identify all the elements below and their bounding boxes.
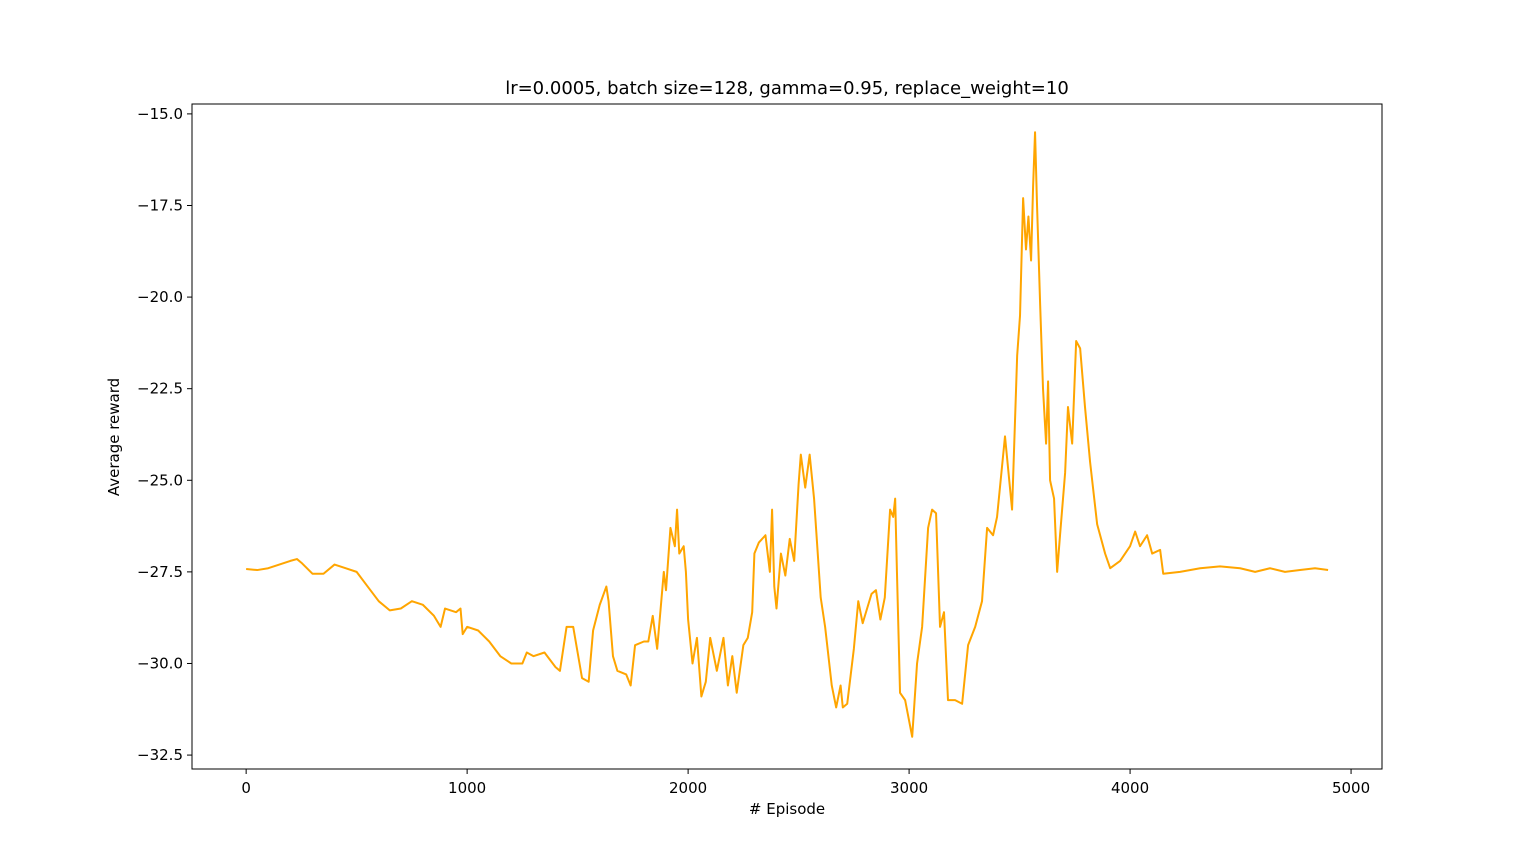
y-tick-label: −17.5	[137, 196, 183, 214]
y-tick-label: −32.5	[137, 746, 183, 764]
chart-title: lr=0.0005, batch size=128, gamma=0.95, r…	[505, 78, 1069, 99]
x-tick-label: 2000	[669, 779, 707, 797]
plot-frame	[191, 103, 1383, 770]
x-tick-label: 4000	[1111, 779, 1149, 797]
y-tick-label: −27.5	[137, 563, 183, 581]
data-line	[246, 131, 1329, 738]
y-tick-label: −15.0	[137, 105, 183, 123]
x-tick-label: 1000	[448, 779, 486, 797]
x-axis-label: # Episode	[749, 800, 825, 818]
x-tick-label: 0	[241, 779, 251, 797]
y-axis-label: Average reward	[105, 378, 123, 496]
x-tick-label: 5000	[1332, 779, 1370, 797]
x-tick-label: 3000	[890, 779, 928, 797]
y-tick-label: −30.0	[137, 654, 183, 672]
y-tick-label: −25.0	[137, 471, 183, 489]
y-tick-label: −20.0	[137, 288, 183, 306]
y-tick-label: −22.5	[137, 380, 183, 398]
